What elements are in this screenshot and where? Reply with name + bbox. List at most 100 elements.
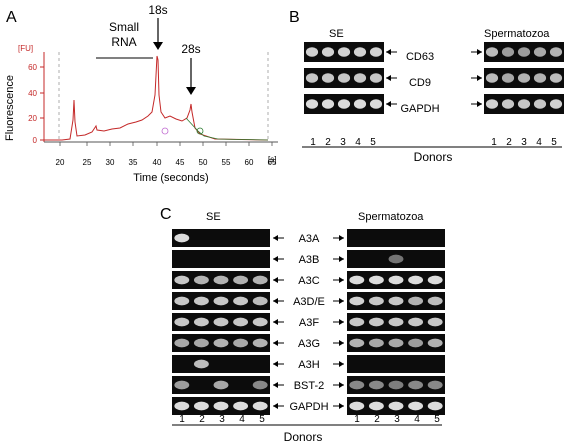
gel-se-gapdh (304, 94, 384, 114)
gel-band (369, 47, 383, 57)
band-arrow-right (471, 75, 482, 81)
panel-c-lane-label: 3 (219, 414, 225, 425)
gel-band (213, 338, 229, 348)
gel-background (172, 250, 270, 268)
y-tick-label: 0 (33, 136, 38, 145)
gel-band (252, 296, 268, 306)
gel-sperm-row (347, 271, 445, 289)
gel-band (349, 275, 365, 285)
gel-band (549, 47, 563, 57)
gel-band (368, 317, 384, 327)
gel-band (485, 73, 499, 83)
gel-band (233, 401, 249, 411)
gel-band (408, 380, 424, 390)
gel-background (172, 355, 270, 373)
gene-label: A3C (298, 275, 319, 287)
gel-band (174, 317, 190, 327)
gel-band (337, 47, 351, 57)
gel-band (213, 317, 229, 327)
x-tick-label: 30 (106, 158, 115, 167)
gel-band (353, 73, 367, 83)
gel-band (174, 338, 190, 348)
band-arrow-left (273, 235, 284, 241)
band-arrow-right (333, 340, 344, 346)
x-axis-title: Time (seconds) (133, 172, 208, 184)
gel-band (368, 338, 384, 348)
gel-band (517, 73, 531, 83)
gel-sperm-gapdh (484, 94, 564, 114)
panel-c-spermatozoa-label: Spermatozoa (358, 211, 424, 223)
gel-band (233, 296, 249, 306)
gel-band (321, 47, 335, 57)
panel-c-donors-title: Donors (284, 430, 323, 444)
gel-band (408, 401, 424, 411)
gel-band (252, 401, 268, 411)
gel-band (388, 254, 404, 264)
gel-se-row (172, 334, 270, 352)
baseline-trace (185, 117, 269, 141)
gel-band (549, 73, 563, 83)
peak-18s-arrowhead (153, 42, 163, 50)
gel-band (353, 47, 367, 57)
band-arrow-right (333, 298, 344, 304)
band-arrow-left (273, 382, 284, 388)
x-tick-label: 50 (199, 158, 208, 167)
gel-band (349, 401, 365, 411)
band-arrow-left (386, 49, 397, 55)
gel-band (174, 380, 190, 390)
gel-band (193, 317, 209, 327)
gel-band (427, 317, 443, 327)
gene-label: A3D/E (293, 296, 325, 308)
gel-se-cd9 (304, 68, 384, 88)
gel-band (252, 317, 268, 327)
gel-band (193, 296, 209, 306)
gel-se-row (172, 355, 270, 373)
gel-sperm-row (347, 292, 445, 310)
gel-band (193, 401, 209, 411)
panel-b-se-label: SE (329, 28, 344, 40)
gel-se-row (172, 271, 270, 289)
band-arrow-left (273, 319, 284, 325)
x-tick-label: 65 (268, 158, 277, 167)
panel-b-lane-label: 5 (551, 137, 557, 148)
panel-a-letter: A (6, 9, 17, 26)
gel-band (233, 338, 249, 348)
peak-18s-label: 18s (148, 3, 167, 17)
gene-label: BST-2 (294, 380, 325, 392)
electropherogram-trace (44, 55, 269, 141)
gel-band (388, 338, 404, 348)
gene-label: A3B (299, 254, 320, 266)
gel-band (517, 99, 531, 109)
gel-band (388, 380, 404, 390)
gel-band (408, 317, 424, 327)
panel-c-lane-label: 5 (259, 414, 265, 425)
gene-label: A3F (299, 317, 319, 329)
gel-band (349, 338, 365, 348)
panel-b-lane-label: 3 (340, 137, 346, 148)
peak-28s-arrowhead (186, 87, 196, 95)
gel-band (213, 401, 229, 411)
peak-28s-label: 28s (181, 42, 200, 56)
panel-b-letter: B (289, 9, 300, 26)
x-tick-label: 55 (222, 158, 231, 167)
band-arrow-left (386, 75, 397, 81)
panel-c-lane-label: 2 (199, 414, 205, 425)
gel-band (213, 296, 229, 306)
x-tick-label: 40 (153, 158, 162, 167)
band-arrow-left (386, 101, 397, 107)
gel-band (501, 47, 515, 57)
panel-b-lane-label: 5 (370, 137, 376, 148)
band-arrow-right (333, 403, 344, 409)
panel-b-marker-label: GAPDH (400, 103, 439, 115)
panel-b-marker-label: CD9 (409, 77, 431, 89)
gel-band (337, 99, 351, 109)
band-arrow-right (333, 235, 344, 241)
band-arrow-right (471, 101, 482, 107)
gel-band (305, 99, 319, 109)
x-ticks: 20 25 30 35 40 45 50 55 60 65 (56, 142, 277, 167)
x-tick-label: 45 (176, 158, 185, 167)
gel-band (368, 380, 384, 390)
gel-band (252, 275, 268, 285)
gel-band (485, 99, 499, 109)
gel-band (193, 338, 209, 348)
